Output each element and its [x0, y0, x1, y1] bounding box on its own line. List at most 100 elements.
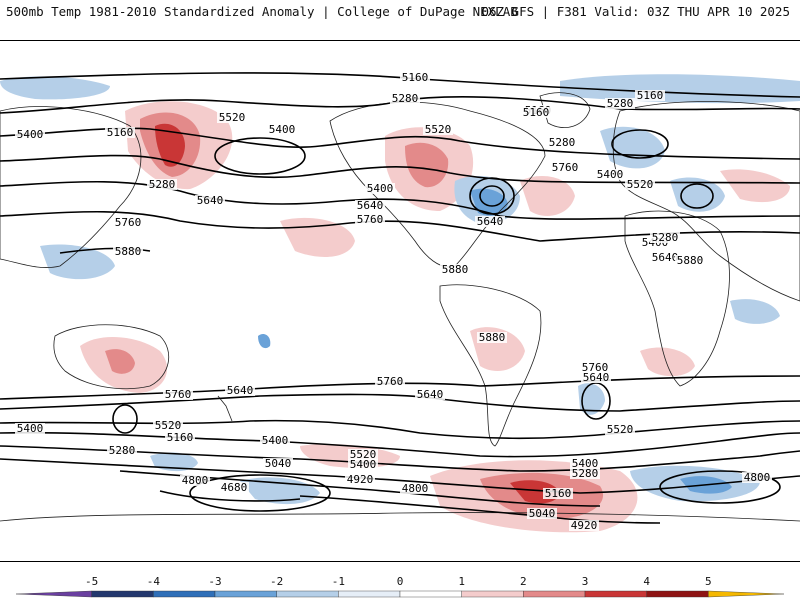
contour-label-bg	[570, 468, 600, 479]
contour-label: 5400	[367, 182, 394, 195]
contour-label-bg	[569, 520, 599, 531]
contour-5520-north	[0, 154, 800, 184]
contour-low-australia	[112, 404, 138, 434]
colorbar-tick-label: -2	[270, 575, 283, 588]
contour-5640-south	[0, 393, 800, 412]
contour-label-bg	[521, 107, 551, 118]
cold-anomaly-arctic-west	[0, 76, 110, 100]
contour-label-bg	[650, 232, 680, 243]
colorbar-swatch	[153, 590, 216, 598]
contour-label-bg	[605, 424, 635, 435]
colorbar-swatch	[523, 590, 586, 598]
anomaly-colorbar: -5 -4 -3 -2 -1 0 1 2 3 4 5	[0, 575, 800, 600]
model-valid-time: 06Z GFS | F381 Valid: 03Z THU APR 10 202…	[481, 4, 790, 19]
cold-anomaly-pacific-isle	[258, 334, 271, 349]
contour-label-bg	[742, 472, 772, 483]
contour-label: 5520	[425, 123, 452, 136]
colorbar-tick-label: 1	[458, 575, 465, 588]
contour-label: 4800	[402, 482, 429, 495]
contour-4920-south	[299, 495, 661, 524]
contour-label-bg	[345, 474, 375, 485]
contour-label: 5760	[377, 375, 404, 388]
contour-label-bg	[650, 252, 680, 263]
contour-4800-south	[159, 490, 301, 502]
greenland-outline	[539, 92, 591, 128]
colorbar-swatch	[276, 590, 339, 598]
colorbar-tick-label: 0	[397, 575, 404, 588]
contour-label-bg	[113, 246, 143, 257]
contour-label: 5280	[109, 444, 136, 457]
warm-anomaly-australia-core	[105, 349, 135, 374]
contour-label: 5520	[627, 178, 654, 191]
contour-label-bg	[543, 488, 573, 499]
contour-label-bg	[605, 98, 635, 109]
australia-outline	[53, 324, 169, 390]
colorbar-swatch	[338, 590, 401, 598]
contour-label: 5640	[417, 388, 444, 401]
warm-anomaly-west-na-core	[405, 142, 449, 188]
contour-low-nepacific	[214, 137, 306, 175]
contour-label-bg	[400, 72, 430, 83]
contour-label-bg	[547, 137, 577, 148]
contour-label-bg	[107, 445, 137, 456]
contour-5160-south	[0, 458, 800, 494]
colorbar-tick-label: -1	[332, 575, 345, 588]
map-title: 500mb Temp 1981-2010 Standardized Anomal…	[6, 4, 518, 19]
contour-label: 5400	[17, 422, 44, 435]
colorbar-tick-label: -4	[147, 575, 161, 588]
contour-label: 4920	[347, 473, 374, 486]
cold-anomaly-indian-ocean	[730, 299, 780, 324]
contour-label: 5160	[545, 487, 572, 500]
contour-label: 4800	[182, 474, 209, 487]
contour-label-bg	[355, 214, 385, 225]
anomaly-map: 5160 5280 5160 5280 5160 5400 5520 5400 5160 5280…	[0, 40, 800, 562]
contour-label-bg	[15, 423, 45, 434]
contour-label: 5280	[607, 97, 634, 110]
contour-label: 5160	[523, 106, 550, 119]
contour-label-bg	[635, 90, 665, 101]
contour-label: 5880	[677, 254, 704, 267]
contour-label: 4800	[744, 471, 771, 484]
contour-label: 4920	[571, 519, 598, 532]
colorbar-swatch	[584, 590, 647, 598]
contour-label: 5640	[197, 194, 224, 207]
contour-label-bg	[113, 217, 143, 228]
warm-anomaly-east-europe	[720, 169, 790, 203]
contour-label: 5640	[477, 215, 504, 228]
contour-label: 5880	[479, 331, 506, 344]
contour-label: 5160	[167, 431, 194, 444]
contour-label-bg	[348, 449, 378, 460]
contour-low-east-na-inner	[479, 185, 505, 207]
contour-label-bg	[267, 124, 297, 135]
colorbar-swatch	[399, 590, 462, 598]
colorbar-ticks: -5 -4 -3 -2 -1 0 1 2 3 4 5	[85, 575, 712, 588]
colorbar-tick-label: -5	[85, 575, 98, 588]
contour-label: 5640	[652, 251, 679, 264]
contour-label: 5760	[582, 361, 609, 374]
contour-label: 4680	[221, 481, 248, 494]
contour-5640-north	[0, 180, 800, 220]
contour-label: 5880	[442, 263, 469, 276]
contour-5280-south	[0, 445, 800, 472]
contour-label-bg	[263, 458, 293, 469]
contour-label: 5640	[583, 371, 610, 384]
colorbar-swatch	[461, 590, 524, 598]
contour-low-europe	[680, 183, 714, 209]
south-america-outline	[439, 284, 542, 447]
contour-label: 5280	[149, 178, 176, 191]
contour-label-bg	[165, 432, 195, 443]
contour-label: 5880	[115, 245, 142, 258]
colorbar-swatch	[708, 590, 785, 598]
contour-label-bg	[475, 216, 505, 227]
contour-low-north-atlantic	[611, 129, 669, 159]
contour-label-bg	[423, 124, 453, 135]
colorbar-tick-label: 5	[705, 575, 712, 588]
contour-label-bg	[219, 482, 249, 493]
colorbar-swatch	[91, 590, 154, 598]
contour-label-bg	[217, 112, 247, 123]
contour-label-bg	[355, 200, 385, 211]
contour-label-bg	[163, 389, 193, 400]
contour-label: 5640	[227, 384, 254, 397]
colorbar-tick-label: 3	[582, 575, 589, 588]
contour-label: 5160	[402, 71, 429, 84]
